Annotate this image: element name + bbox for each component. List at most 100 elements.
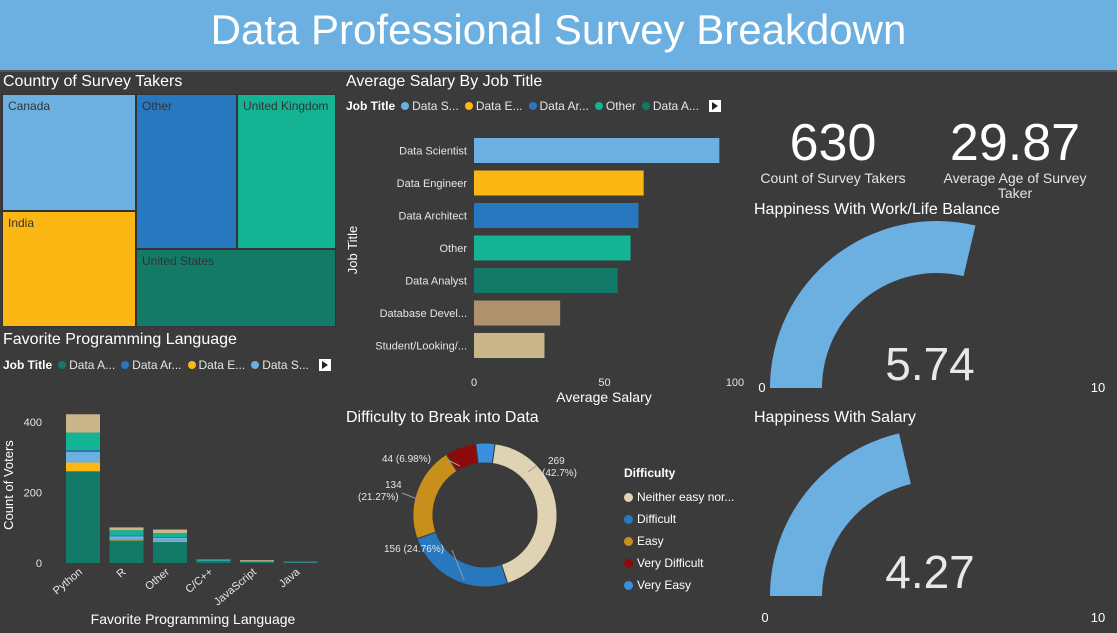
kpi-count-label: Count of Survey Takers — [760, 170, 906, 186]
legend-item[interactable]: Data E... — [187, 358, 245, 372]
legend-item-label: Data E... — [475, 99, 523, 113]
legend-item-label: Data Ar... — [132, 358, 182, 372]
salary-legend: Job Title Data S... Data E... Data Ar...… — [346, 99, 721, 113]
language-bar-segment — [66, 451, 100, 463]
donut-legend: Difficulty Neither easy nor... Difficult… — [624, 466, 734, 596]
legend-dot — [401, 102, 410, 110]
language-bar-segment — [240, 561, 274, 563]
legend-next-arrow-icon[interactable] — [318, 359, 331, 371]
language-bar-segment — [153, 537, 187, 538]
language-bar-segment — [153, 529, 187, 534]
salary-bar — [474, 333, 545, 358]
salary-bar-chart: Data Scientist Data Engineer Data Architec… — [345, 138, 744, 405]
legend-item[interactable]: Very Easy — [624, 574, 734, 596]
donut-slice — [412, 453, 458, 540]
legend-item-label: Data Ar... — [539, 99, 589, 113]
treemap-cell-india[interactable]: India — [2, 211, 136, 327]
salary-x-tick: 100 — [726, 377, 744, 389]
language-legend-label: Job Title — [3, 358, 53, 372]
legend-item-label: Data S... — [262, 358, 309, 372]
legend-dot — [624, 514, 633, 524]
legend-item[interactable]: Easy — [624, 530, 734, 552]
donut-slice — [416, 531, 509, 588]
legend-item-label: Neither easy nor... — [637, 490, 735, 504]
gauge-fill-arc — [770, 433, 911, 596]
gauge-wlb-title: Happiness With Work/Life Balance — [754, 201, 1001, 218]
kpi-age-card: 29.87 Average Age of Survey Taker — [925, 115, 1105, 201]
legend-item[interactable]: Data Ar... — [528, 99, 589, 113]
legend-item[interactable]: Very Difficult — [624, 552, 734, 574]
donut-leader-line — [447, 459, 461, 467]
language-bar-segment — [66, 471, 100, 563]
legend-next-arrow-icon[interactable] — [708, 100, 721, 112]
legend-item[interactable]: Data A... — [58, 358, 115, 372]
legend-item[interactable]: Difficult — [624, 508, 734, 530]
salary-bar — [474, 203, 639, 228]
legend-item[interactable]: Other — [594, 99, 636, 113]
language-bar-segment — [109, 536, 144, 540]
legend-item-label: Difficult — [637, 512, 677, 526]
gauge-value: 5.74 — [885, 338, 975, 390]
legend-item[interactable]: Neither easy nor... — [624, 486, 734, 508]
gauge-min-label: 0 — [758, 380, 765, 395]
donut-data-label: 269 — [548, 456, 565, 467]
legend-dot — [528, 102, 537, 110]
donut-leader-line — [527, 465, 537, 473]
legend-dot — [464, 102, 473, 110]
kpi-count-card: 630 Count of Survey Takers — [742, 115, 924, 186]
treemap-cell-canada[interactable]: Canada — [2, 94, 136, 211]
language-y-axis-label: Count of Voters — [1, 440, 16, 530]
salary-x-axis-label: Average Salary — [556, 389, 651, 405]
legend-dot — [594, 102, 603, 110]
donut-data-label: (21.27%) — [358, 492, 399, 503]
treemap-cell-united-states[interactable]: United States — [136, 249, 336, 327]
legend-item[interactable]: Data E... — [464, 99, 523, 113]
donut-leader-line — [401, 492, 421, 501]
treemap-cell-other[interactable]: Other — [136, 94, 237, 249]
salary-category-label: Data Scientist — [399, 146, 467, 158]
salary-bar — [474, 170, 644, 196]
legend-item-label: Data A... — [652, 99, 699, 113]
language-bar-segment — [283, 562, 318, 563]
salary-x-tick: 50 — [598, 377, 610, 389]
salary-bar — [474, 268, 618, 293]
language-bar-segment — [153, 540, 187, 542]
kpi-count-value: 630 — [789, 114, 877, 172]
donut-slice — [475, 442, 496, 465]
legend-item-label: Data S... — [412, 99, 459, 113]
legend-item[interactable]: Data S... — [251, 358, 309, 372]
legend-dot — [624, 536, 633, 546]
legend-dot — [641, 102, 650, 110]
gauge-value: 4.27 — [885, 546, 975, 598]
gauge-max-label: 10 — [1091, 610, 1105, 625]
legend-item[interactable]: Data A... — [641, 99, 699, 113]
language-category-label: Java — [277, 566, 303, 591]
salary-bar — [474, 300, 561, 326]
legend-item-label: Data A... — [69, 358, 116, 372]
legend-item[interactable]: Data S... — [401, 99, 459, 113]
salary-bar — [474, 138, 720, 163]
language-category-label: R — [115, 566, 129, 580]
gauge-max-label: 10 — [1091, 380, 1105, 395]
donut-leader-line — [451, 549, 465, 581]
gauge-wlb: 5.74 0 10 — [758, 221, 1105, 395]
treemap-cell-united-kingdom[interactable]: United Kingdom — [237, 94, 336, 249]
salary-y-axis-label: Job Title — [345, 226, 360, 274]
salary-category-label: Data Architect — [399, 211, 467, 223]
donut-title: Difficulty to Break into Data — [346, 409, 539, 426]
dashboard-title: Data Professional Survey Breakdown — [210, 6, 907, 53]
language-y-tick: 200 — [24, 488, 42, 500]
donut-data-label: 44 (6.98%) — [382, 454, 431, 465]
salary-category-label: Student/Looking/... — [375, 341, 467, 353]
donut-data-label: (42.7%) — [542, 468, 577, 479]
kpi-age-label-line1: Average Age of Survey — [943, 170, 1087, 186]
donut-data-label: 156 (24.76%) — [384, 544, 444, 555]
salary-category-label: Data Engineer — [397, 178, 468, 190]
dashboard-header: Data Professional Survey Breakdown — [0, 0, 1117, 72]
legend-item[interactable]: Data Ar... — [121, 358, 182, 372]
language-bar-segment — [66, 462, 100, 472]
salary-category-label: Data Analyst — [405, 276, 467, 288]
language-bar-segment — [196, 560, 231, 563]
gauge-salary: 4.27 0 10 — [761, 433, 1105, 625]
kpi-age-label-line2: Taker — [997, 185, 1033, 201]
